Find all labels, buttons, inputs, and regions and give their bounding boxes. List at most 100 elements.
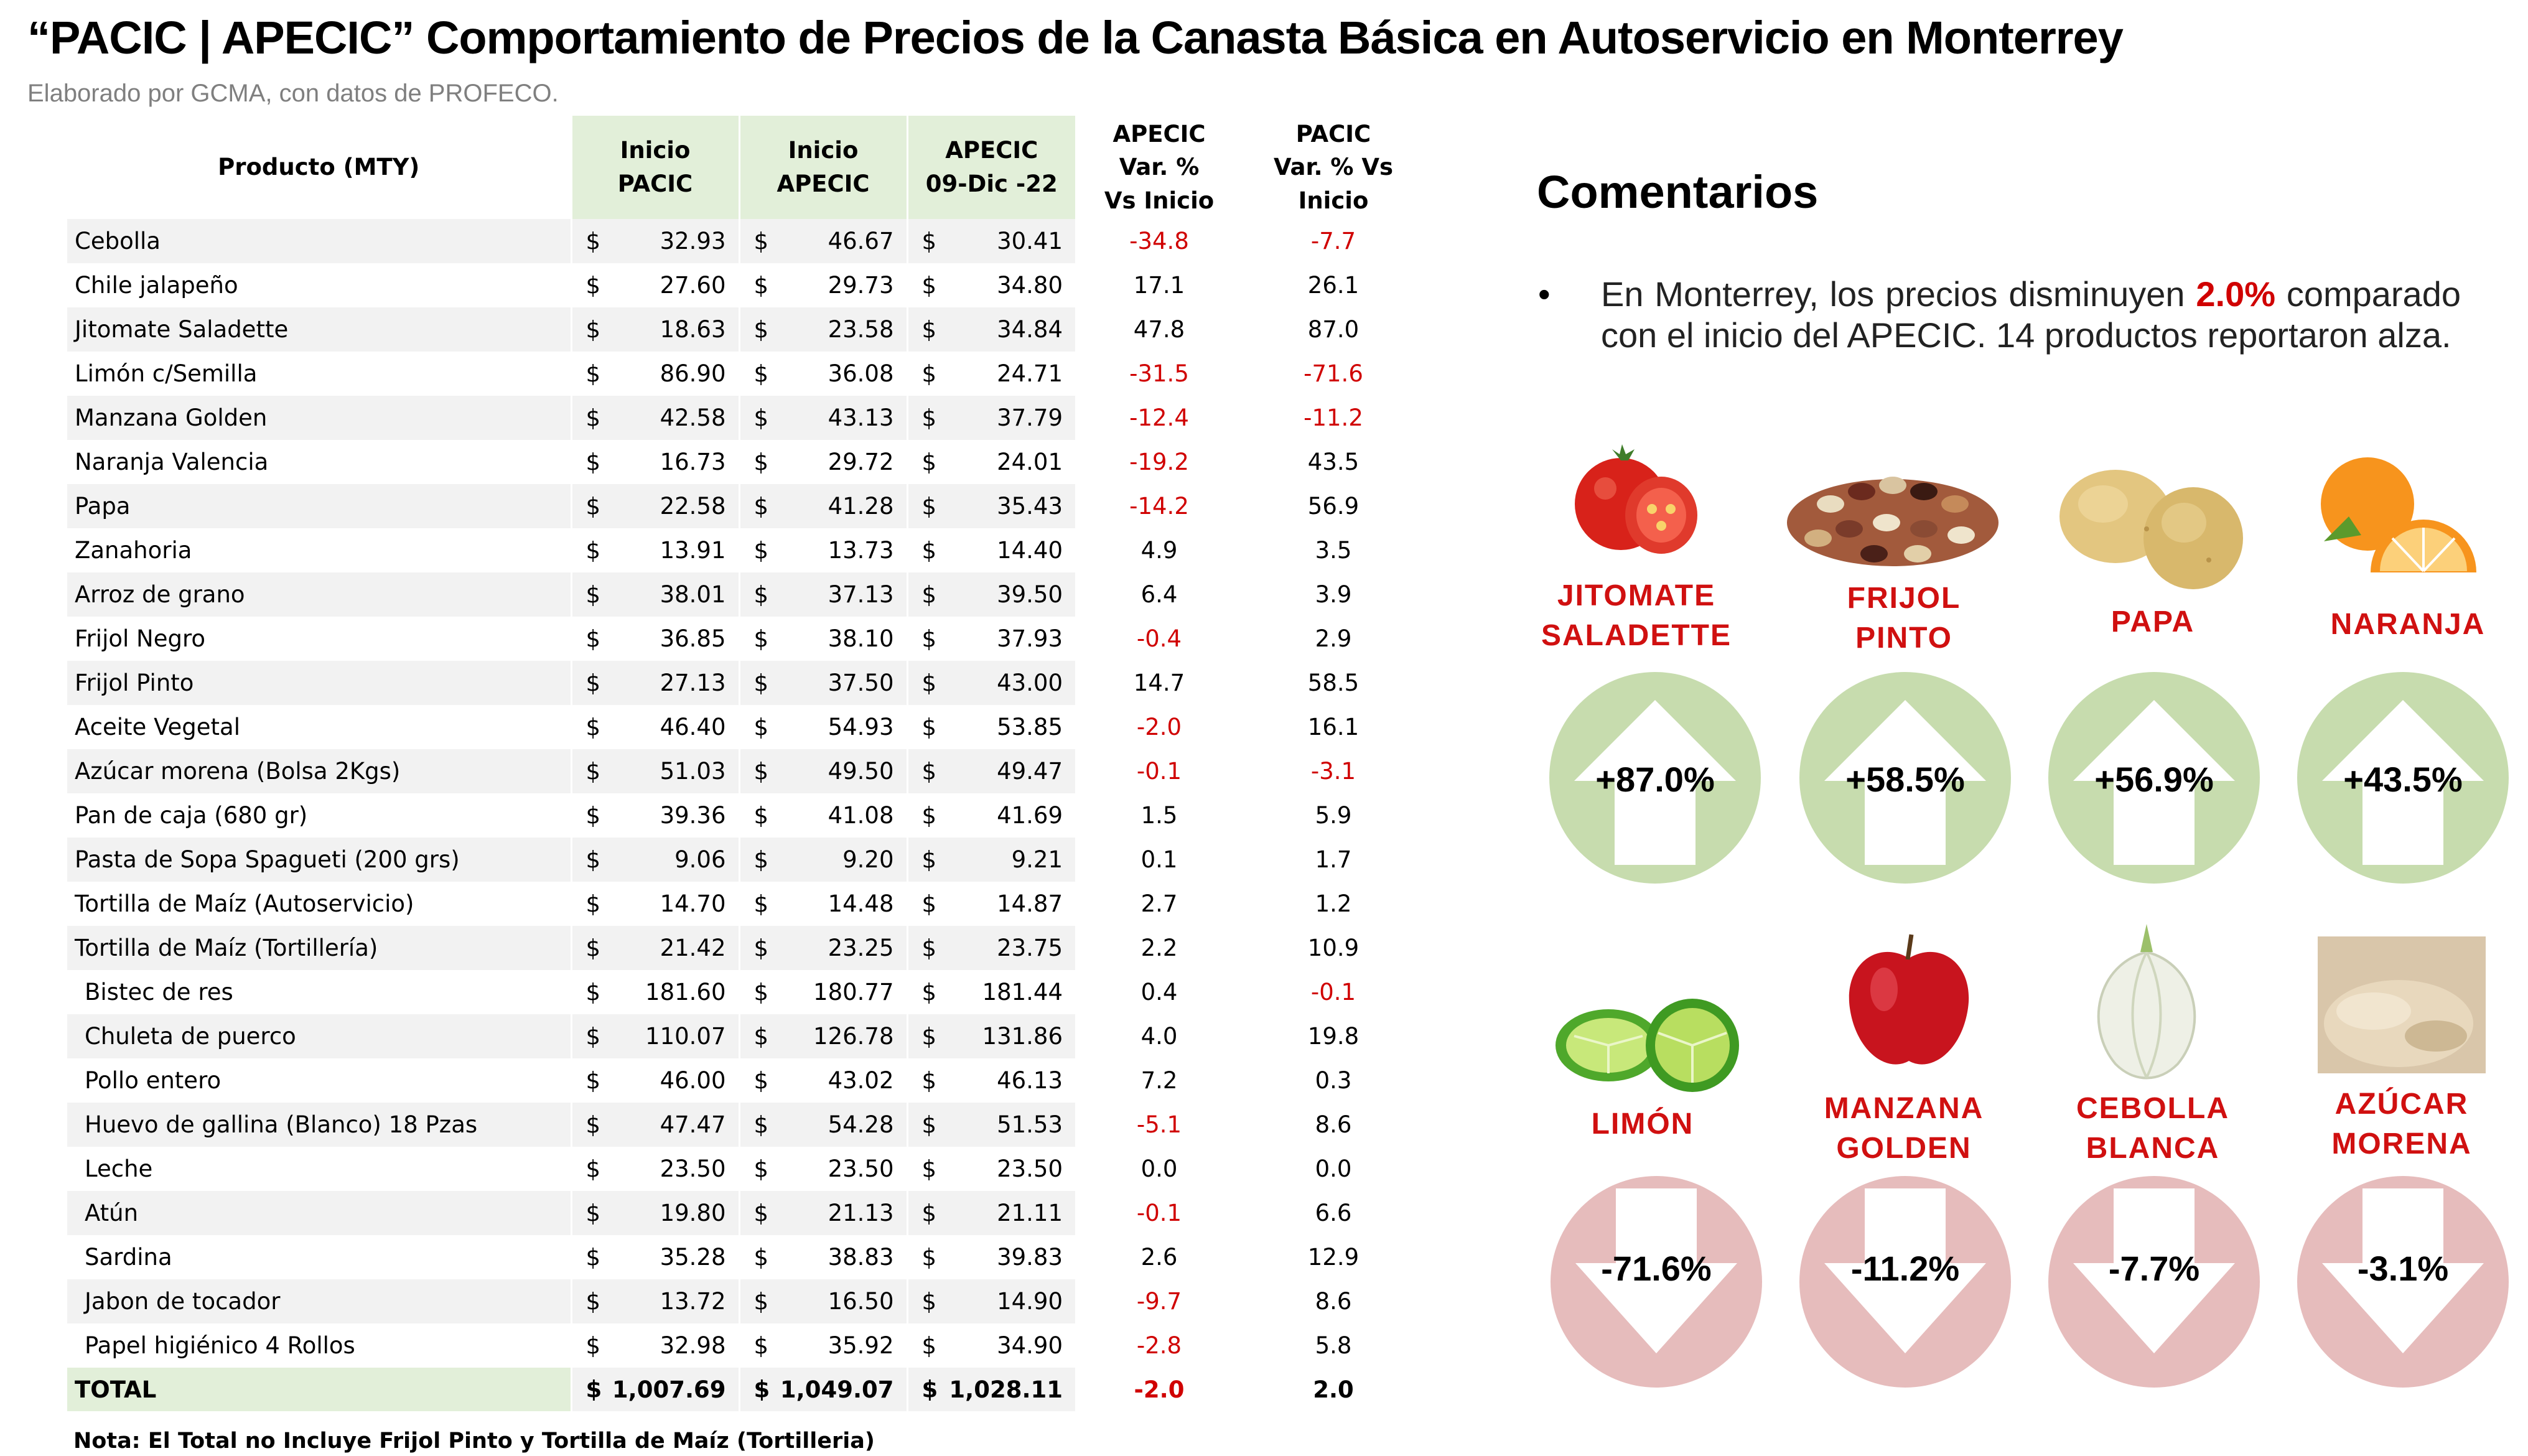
- price-cell: $21.11: [906, 1191, 1075, 1235]
- product-name: Pan de caja (680 gr): [75, 802, 308, 829]
- pacic-var-cell: 87.0: [1307, 316, 1360, 343]
- price-value: 49.47: [997, 758, 1063, 785]
- currency-symbol: $: [921, 890, 937, 917]
- price-value: 35.43: [997, 493, 1063, 520]
- currency-symbol: $: [585, 979, 601, 1006]
- product-name: Tortilla de Maíz (Autoservicio): [75, 890, 414, 917]
- table-row: Frijol Negro $36.85 $38.10 $37.93 -0.4 2.9: [67, 617, 1424, 661]
- price-cell: $39.36: [570, 793, 739, 838]
- currency-symbol: $: [921, 979, 937, 1006]
- pacic-var-cell: 6.6: [1315, 1200, 1352, 1226]
- page-title: “PACIC | APECIC” Comportamiento de Preci…: [27, 12, 2124, 63]
- price-cell: $46.67: [738, 219, 907, 263]
- price-value: 38.01: [660, 581, 726, 608]
- pacic-var-cell: -3.1: [1310, 758, 1356, 785]
- price-value: 51.03: [660, 758, 726, 785]
- price-cell: $39.50: [906, 572, 1075, 617]
- currency-symbol: $: [921, 625, 937, 652]
- product-name: Frijol Negro: [75, 625, 206, 652]
- price-cell: $39.83: [906, 1235, 1075, 1279]
- product-name: Pasta de Sopa Spagueti (200 grs): [67, 838, 571, 882]
- table-row: Cebolla $32.93 $46.67 $30.41 -34.8 -7.7: [67, 219, 1424, 263]
- currency-symbol: $: [585, 670, 601, 696]
- currency-symbol: $: [585, 1067, 601, 1094]
- currency-symbol: $: [585, 890, 601, 917]
- price-cell: $27.60: [570, 263, 739, 307]
- price-cell: $35.92: [738, 1323, 907, 1368]
- price-value: 23.75: [997, 935, 1063, 961]
- currency-symbol: $: [753, 228, 769, 254]
- price-cell: $14.90: [906, 1279, 1075, 1323]
- comment-bullet: •: [1538, 274, 1551, 314]
- change-value-limon: -71.6%: [1601, 1249, 1712, 1288]
- price-value: 37.93: [997, 625, 1063, 652]
- price-cell: $53.85: [906, 705, 1075, 749]
- change-circle-manzana: -11.2%: [1799, 1176, 2011, 1388]
- currency-symbol: $: [585, 1244, 601, 1271]
- price-value: 1,007.69: [612, 1376, 726, 1403]
- currency-symbol: $: [585, 493, 601, 520]
- product-name: Jitomate Saladette: [67, 307, 571, 352]
- price-value: 18.63: [660, 316, 726, 343]
- table-header-row: Producto (MTY) Inicio PACIC Inicio APECIC …: [67, 116, 1424, 219]
- product-name: Huevo de gallina (Blanco) 18 Pzas: [67, 1103, 571, 1147]
- table-row: Jabon de tocador $13.72 $16.50 $14.90 -9.7 8.…: [67, 1279, 1424, 1323]
- price-value: 29.73: [828, 272, 894, 299]
- price-cell: $27.13: [570, 661, 739, 705]
- pacic-var-cell: 0.3: [1315, 1067, 1352, 1094]
- price-cell: $14.48: [738, 882, 907, 926]
- price-value: 27.13: [660, 670, 726, 696]
- change-circle-frijol: +58.5%: [1799, 672, 2011, 884]
- price-value: 46.67: [828, 228, 894, 254]
- currency-symbol: $: [753, 1244, 769, 1271]
- pacic-var-cell: 2.9: [1315, 625, 1352, 652]
- pacic-var-cell: 1.2: [1315, 890, 1352, 917]
- currency-symbol: $: [753, 1023, 769, 1050]
- pacic-var-cell: 5.8: [1315, 1332, 1352, 1359]
- currency-symbol: $: [921, 316, 937, 343]
- apecic-var-cell: -31.5: [1129, 360, 1189, 387]
- price-value: 24.01: [997, 449, 1063, 475]
- currency-symbol: $: [753, 625, 769, 652]
- product-name: Pollo entero: [85, 1067, 222, 1094]
- currency-symbol: $: [753, 1111, 769, 1138]
- price-value: 32.93: [660, 228, 726, 254]
- price-value: 9.20: [842, 846, 894, 873]
- currency-symbol: $: [585, 714, 601, 740]
- price-cell: $54.28: [738, 1103, 907, 1147]
- product-name: Zanahoria: [75, 537, 192, 564]
- change-value-papa: +56.9%: [2094, 760, 2214, 799]
- table-row: Jitomate Saladette $18.63 $23.58 $34.84 47.8…: [67, 307, 1424, 352]
- table-row: Azúcar morena (Bolsa 2Kgs) $51.03 $49.50 $4…: [67, 749, 1424, 793]
- change-value-naranja: +43.5%: [2343, 760, 2463, 799]
- price-cell: $86.90: [570, 352, 739, 396]
- table-row: Frijol Pinto $27.13 $37.50 $43.00 14.7 58.5: [67, 661, 1424, 705]
- pacic-var-cell: 10.9: [1307, 935, 1360, 961]
- price-value: 41.28: [828, 493, 894, 520]
- price-table: Producto (MTY) Inicio PACIC Inicio APECIC …: [67, 116, 1425, 1411]
- price-value: 9.21: [1011, 846, 1063, 873]
- currency-symbol: $: [921, 1332, 937, 1359]
- header-inicio-apecic: Inicio APECIC: [738, 116, 907, 219]
- apecic-var-cell: 6.4: [1140, 581, 1178, 608]
- header-pacic-var: PACIC Var. % Vs Inicio: [1243, 116, 1424, 219]
- pacic-var-cell: -71.6: [1304, 360, 1363, 387]
- price-cell: $126.78: [738, 1014, 907, 1058]
- pacic-var-cell: -7.7: [1310, 228, 1356, 254]
- currency-symbol: $: [753, 935, 769, 961]
- product-name: Azúcar morena (Bolsa 2Kgs): [67, 749, 571, 793]
- price-value: 47.47: [660, 1111, 726, 1138]
- price-cell: $23.50: [570, 1147, 739, 1191]
- apecic-var-cell: -0.1: [1136, 758, 1182, 785]
- price-cell: $16.73: [570, 440, 739, 484]
- price-value: 181.60: [645, 979, 726, 1006]
- sugar-icon: [2318, 936, 2486, 1076]
- table-row: Pasta de Sopa Spagueti (200 grs) $9.06 $9.…: [67, 838, 1424, 882]
- label-manzana-golden: MANZANA GOLDEN: [1824, 1092, 1984, 1165]
- price-value: 35.28: [660, 1244, 726, 1271]
- currency-symbol: $: [585, 802, 601, 829]
- price-cell: $9.21: [906, 838, 1075, 882]
- price-cell: $43.02: [738, 1058, 907, 1103]
- apecic-var-cell: -9.7: [1136, 1288, 1182, 1315]
- price-cell: $23.50: [738, 1147, 907, 1191]
